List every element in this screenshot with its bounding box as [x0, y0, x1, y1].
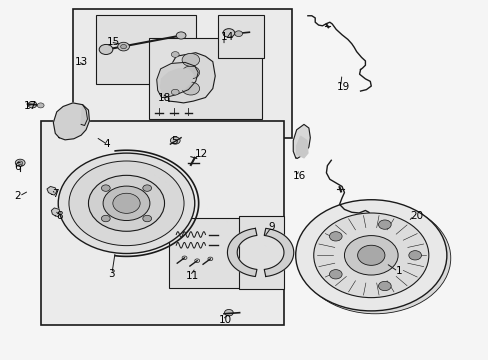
Polygon shape — [51, 208, 60, 217]
Bar — [41, 121, 284, 325]
Polygon shape — [166, 53, 215, 103]
Circle shape — [99, 44, 113, 54]
Circle shape — [378, 282, 390, 291]
Circle shape — [378, 220, 390, 229]
Bar — [96, 15, 195, 84]
Polygon shape — [81, 105, 87, 126]
Text: 4: 4 — [103, 139, 109, 149]
Text: 15: 15 — [107, 37, 120, 47]
Circle shape — [408, 251, 421, 260]
Text: 2: 2 — [14, 191, 21, 201]
Circle shape — [170, 137, 180, 144]
Circle shape — [121, 44, 126, 49]
Circle shape — [113, 193, 140, 213]
Text: 12: 12 — [194, 149, 207, 159]
Text: 8: 8 — [56, 211, 62, 221]
Text: 14: 14 — [221, 32, 234, 41]
Text: 7: 7 — [52, 189, 59, 199]
Circle shape — [344, 235, 397, 275]
Circle shape — [357, 245, 384, 265]
Bar — [73, 9, 292, 138]
Circle shape — [101, 215, 110, 222]
Bar — [217, 15, 264, 58]
Circle shape — [234, 31, 242, 37]
Circle shape — [101, 185, 110, 191]
Polygon shape — [293, 125, 310, 158]
Circle shape — [176, 32, 185, 39]
Circle shape — [15, 159, 25, 166]
Circle shape — [329, 270, 342, 279]
Text: 19: 19 — [336, 82, 350, 92]
Circle shape — [299, 203, 450, 314]
Text: 17: 17 — [23, 102, 37, 112]
Polygon shape — [264, 228, 293, 276]
Bar — [149, 39, 261, 119]
Polygon shape — [227, 228, 256, 276]
Circle shape — [28, 102, 37, 108]
Text: 1: 1 — [395, 266, 402, 276]
Circle shape — [88, 175, 164, 231]
Text: 5: 5 — [171, 136, 178, 145]
Circle shape — [182, 82, 199, 95]
Circle shape — [224, 310, 233, 316]
Circle shape — [223, 29, 234, 37]
Bar — [238, 216, 284, 289]
Text: 11: 11 — [185, 271, 199, 281]
Circle shape — [18, 161, 22, 165]
Text: 9: 9 — [267, 222, 274, 232]
Circle shape — [58, 153, 194, 253]
Text: 10: 10 — [219, 315, 232, 325]
Polygon shape — [157, 62, 198, 98]
Circle shape — [37, 103, 44, 108]
Circle shape — [295, 200, 446, 311]
Circle shape — [182, 66, 199, 79]
Circle shape — [69, 161, 183, 246]
Text: 6: 6 — [14, 162, 21, 172]
Polygon shape — [47, 186, 57, 195]
Polygon shape — [53, 103, 89, 140]
Polygon shape — [296, 136, 307, 158]
Bar — [168, 218, 242, 288]
Circle shape — [142, 185, 151, 191]
Text: 13: 13 — [75, 57, 88, 67]
Circle shape — [118, 42, 129, 51]
Text: 20: 20 — [409, 211, 423, 221]
Text: 3: 3 — [108, 269, 114, 279]
Polygon shape — [160, 69, 193, 95]
Circle shape — [171, 89, 179, 95]
Circle shape — [171, 51, 179, 57]
Circle shape — [329, 232, 342, 241]
Circle shape — [313, 213, 428, 298]
Circle shape — [182, 53, 199, 66]
Text: 16: 16 — [293, 171, 306, 181]
Text: 18: 18 — [158, 93, 171, 103]
Circle shape — [103, 186, 150, 221]
Circle shape — [142, 215, 151, 222]
